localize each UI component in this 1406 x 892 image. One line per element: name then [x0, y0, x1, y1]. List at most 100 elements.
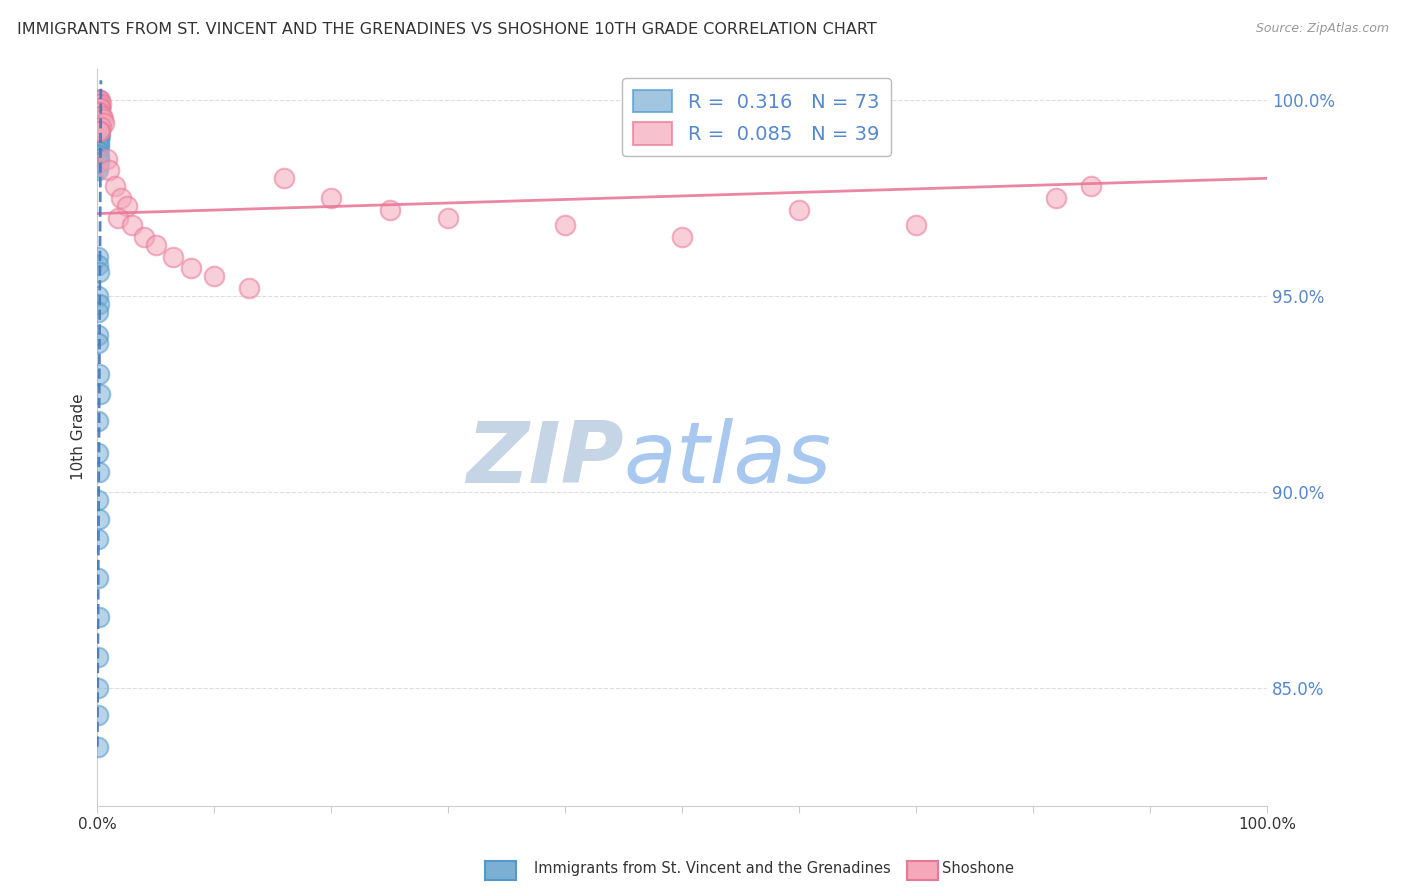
Point [89, 104, 111, 119]
Point [87, 96, 110, 111]
Point [87, 128, 110, 143]
Point [87, 124, 110, 138]
Point [87, 93, 110, 107]
Point [87, 532, 110, 546]
Point [87, 739, 110, 754]
Point [87, 104, 110, 119]
Point [87, 136, 110, 150]
Point [87, 681, 110, 695]
Point [87, 132, 110, 146]
Point [87, 101, 110, 115]
Legend: R =  0.316   N = 73, R =  0.085   N = 39: R = 0.316 N = 73, R = 0.085 N = 39 [621, 78, 891, 156]
Point [87, 144, 110, 158]
Point [87, 101, 110, 115]
Point [87, 304, 110, 318]
Point [87, 104, 110, 119]
Point [87, 148, 110, 162]
Point [554, 219, 576, 233]
Point [89, 124, 111, 138]
Point [89, 112, 111, 127]
Point [89, 128, 111, 143]
Point [87, 120, 110, 135]
Point [93, 116, 115, 130]
Point [905, 219, 928, 233]
Text: Shoshone: Shoshone [942, 861, 1014, 876]
Y-axis label: 10th Grade: 10th Grade [72, 393, 86, 481]
Point [321, 191, 343, 205]
Point [87, 120, 110, 135]
Text: ZIP: ZIP [465, 417, 624, 500]
Point [87, 289, 110, 303]
Point [87, 96, 110, 111]
Point [87, 124, 110, 138]
Point [87, 109, 110, 123]
Point [87, 328, 110, 343]
Point [87, 466, 110, 480]
Point [87, 265, 110, 279]
Point [90, 96, 112, 111]
Point [87, 649, 110, 664]
Point [671, 230, 693, 244]
Point [87, 109, 110, 123]
Point [87, 708, 110, 723]
Point [87, 116, 110, 130]
Point [87, 140, 110, 154]
Point [104, 179, 127, 194]
Text: IMMIGRANTS FROM ST. VINCENT AND THE GRENADINES VS SHOSHONE 10TH GRADE CORRELATIO: IMMIGRANTS FROM ST. VINCENT AND THE GREN… [17, 22, 876, 37]
Point [87, 124, 110, 138]
Point [90, 120, 112, 135]
Point [87, 335, 110, 350]
Point [87, 571, 110, 585]
Point [87, 414, 110, 428]
Point [87, 144, 110, 158]
Point [87, 128, 110, 143]
Point [87, 160, 110, 174]
Point [87, 112, 110, 127]
Point [87, 610, 110, 624]
Point [87, 163, 110, 178]
Point [121, 219, 143, 233]
Point [96, 152, 118, 166]
Point [87, 101, 110, 115]
Point [87, 492, 110, 507]
Point [134, 230, 156, 244]
Point [87, 136, 110, 150]
Point [87, 297, 110, 311]
Point [273, 171, 295, 186]
Point [90, 109, 112, 123]
Point [162, 250, 184, 264]
Point [107, 211, 129, 225]
Point [87, 116, 110, 130]
Point [87, 112, 110, 127]
Point [87, 512, 110, 526]
Point [378, 202, 401, 217]
Point [87, 152, 110, 166]
Point [87, 93, 110, 107]
Point [110, 191, 132, 205]
Point [87, 132, 110, 146]
Point [91, 109, 114, 123]
Point [87, 148, 110, 162]
Point [87, 144, 110, 158]
Text: atlas: atlas [624, 417, 831, 500]
Point [87, 132, 110, 146]
Point [87, 140, 110, 154]
Point [87, 109, 110, 123]
Point [145, 238, 167, 252]
Point [87, 104, 110, 119]
Point [87, 250, 110, 264]
Point [87, 104, 110, 119]
Point [91, 112, 114, 127]
Point [87, 101, 110, 115]
Point [87, 112, 110, 127]
Point [87, 258, 110, 272]
Point [115, 199, 138, 213]
Point [180, 261, 202, 276]
Point [87, 93, 110, 107]
Point [87, 368, 110, 382]
Point [87, 155, 110, 169]
Point [89, 93, 111, 107]
Point [87, 124, 110, 138]
Point [89, 152, 111, 166]
Point [87, 93, 110, 107]
